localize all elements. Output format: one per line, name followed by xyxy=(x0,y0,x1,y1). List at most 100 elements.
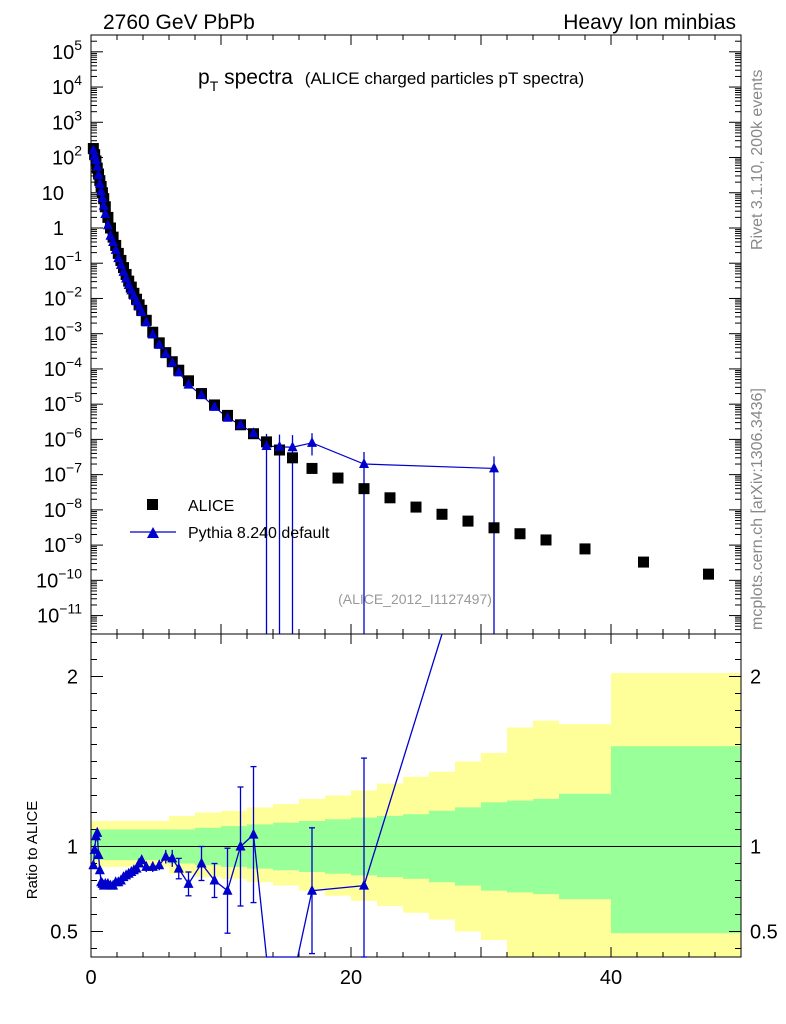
pythia-spectrum-point xyxy=(110,243,121,254)
y-tick-label: 10−1 xyxy=(44,248,82,275)
legend-data-label: ALICE xyxy=(188,498,234,515)
pythia-spectrum-point xyxy=(92,160,103,171)
y-tick-exponent: 4 xyxy=(74,72,82,88)
ratio-point xyxy=(131,862,142,873)
y-tick-label: 1 xyxy=(53,218,64,240)
ratio-point xyxy=(173,862,184,873)
plot-title-sub: T xyxy=(210,78,219,94)
pythia-spectrum-point xyxy=(136,306,147,317)
y-tick-label: 10 xyxy=(42,183,64,205)
y-tick-label: 102 xyxy=(52,143,82,170)
y-tick-exponent: −4 xyxy=(66,354,82,370)
y-tick-exponent: −5 xyxy=(66,389,82,405)
y-tick-base: 10 xyxy=(52,42,74,64)
ratio-point xyxy=(89,843,100,854)
ratio-point xyxy=(235,840,246,851)
ratio-y-tick-label: 1 xyxy=(67,837,78,859)
pythia-spectrum-point xyxy=(160,347,171,358)
alice-data-point xyxy=(514,528,526,540)
pythia-spectrum-point xyxy=(141,316,152,327)
ratio-point xyxy=(92,826,103,837)
y-tick-exponent: 5 xyxy=(74,37,82,53)
pythia-spectrum-point xyxy=(248,427,259,438)
alice-data-point xyxy=(579,543,591,555)
y-tick-base: 10 xyxy=(52,148,74,170)
pythia-spectrum-point xyxy=(274,440,285,451)
pythia-spectrum-point xyxy=(235,418,246,429)
y-tick-label: 103 xyxy=(52,107,82,134)
y-tick-label: 10−5 xyxy=(44,389,82,416)
y-tick-base: 10 xyxy=(36,570,58,592)
pythia-spectrum-point xyxy=(97,192,108,203)
y-tick-label: 10−10 xyxy=(36,565,82,592)
y-tick-base: 10 xyxy=(44,288,66,310)
ratio-point xyxy=(248,828,259,839)
pythia-spectrum-point xyxy=(96,185,107,196)
y-tick-label: 10−8 xyxy=(44,495,82,522)
analysis-label: (ALICE_2012_I1127497) xyxy=(338,591,492,607)
y-tick-base: 10 xyxy=(44,253,66,275)
ratio-point xyxy=(307,884,317,895)
alice-data-point xyxy=(638,556,649,568)
plot-title: pT spectra (ALICE charged particles pT s… xyxy=(198,66,584,94)
alice-data-point xyxy=(488,522,500,534)
side-text-rivet: Rivet 3.1.10, 200k events xyxy=(749,69,766,250)
legend: ALICE Pythia 8.240 default xyxy=(130,498,330,542)
ratio-point xyxy=(141,860,152,871)
ratio-point xyxy=(160,850,171,861)
y-tick-label: 10−4 xyxy=(44,354,82,381)
plot-title-rest: spectra xyxy=(218,66,293,89)
alice-data-point xyxy=(332,472,344,484)
x-tick-label: 40 xyxy=(600,967,622,989)
ratio-ylabel: Ratio to ALICE xyxy=(24,801,41,899)
pythia-spectrum-point xyxy=(173,366,184,377)
y-tick-base: 10 xyxy=(37,606,59,628)
ratio-point xyxy=(94,864,105,875)
y-tick-base: 1 xyxy=(53,218,64,240)
y-tick-exponent: −2 xyxy=(66,283,82,299)
pythia-spectrum-point xyxy=(88,144,99,155)
legend-data-marker xyxy=(147,499,158,510)
pythia-spectrum-point xyxy=(261,439,272,450)
ratio-point xyxy=(154,859,165,870)
y-tick-label: 10−3 xyxy=(44,319,82,346)
y-tick-base: 10 xyxy=(52,112,74,134)
header-left: 2760 GeV PbPb xyxy=(103,11,255,34)
alice-data-point xyxy=(410,501,422,513)
alice-data-point xyxy=(703,568,714,580)
y-tick-base: 10 xyxy=(44,394,66,416)
pythia-spectrum-point xyxy=(98,199,109,210)
ratio-panel: 0 20 40 0.5 0.5 1 1 2 2 xyxy=(50,633,778,989)
pythia-spectrum-point xyxy=(287,441,298,452)
pythia-spectrum-point xyxy=(307,436,317,447)
pythia-spectrum-point xyxy=(147,328,158,339)
y-tick-label: 10−6 xyxy=(44,424,82,451)
y-tick-exponent: −7 xyxy=(66,460,82,476)
legend-mc-label: Pythia 8.240 default xyxy=(188,525,330,542)
y-tick-base: 10 xyxy=(52,77,74,99)
y-tick-base: 10 xyxy=(44,324,66,346)
y-tick-label: 104 xyxy=(52,72,82,99)
y-tick-label: 10−2 xyxy=(44,283,82,310)
pythia-spectrum-point xyxy=(222,411,233,422)
y-tick-label: 105 xyxy=(52,37,82,64)
legend-mc-marker xyxy=(147,527,159,538)
ratio-y-tick-label-right: 1 xyxy=(750,837,761,859)
plot-title-paren: (ALICE charged particles pT spectra) xyxy=(305,69,584,88)
y-tick-exponent: −1 xyxy=(66,248,82,264)
pythia-spectrum-point xyxy=(167,356,178,367)
alice-data-point xyxy=(287,452,298,464)
ratio-point xyxy=(209,874,220,885)
y-tick-exponent: −3 xyxy=(66,319,82,335)
pythia-spectrum-point xyxy=(94,177,105,188)
spectrum-panel: 10510410310210110−110−210−310−410−510−61… xyxy=(36,34,742,635)
y-tick-exponent: −6 xyxy=(66,424,82,440)
y-tick-base: 10 xyxy=(42,183,64,205)
ratio-y-tick-label: 2 xyxy=(67,667,78,689)
ratio-y-tick-label: 0.5 xyxy=(50,922,78,944)
y-tick-base: 10 xyxy=(44,465,66,487)
y-tick-base: 10 xyxy=(44,535,66,557)
header-right: Heavy Ion minbias xyxy=(563,11,736,34)
